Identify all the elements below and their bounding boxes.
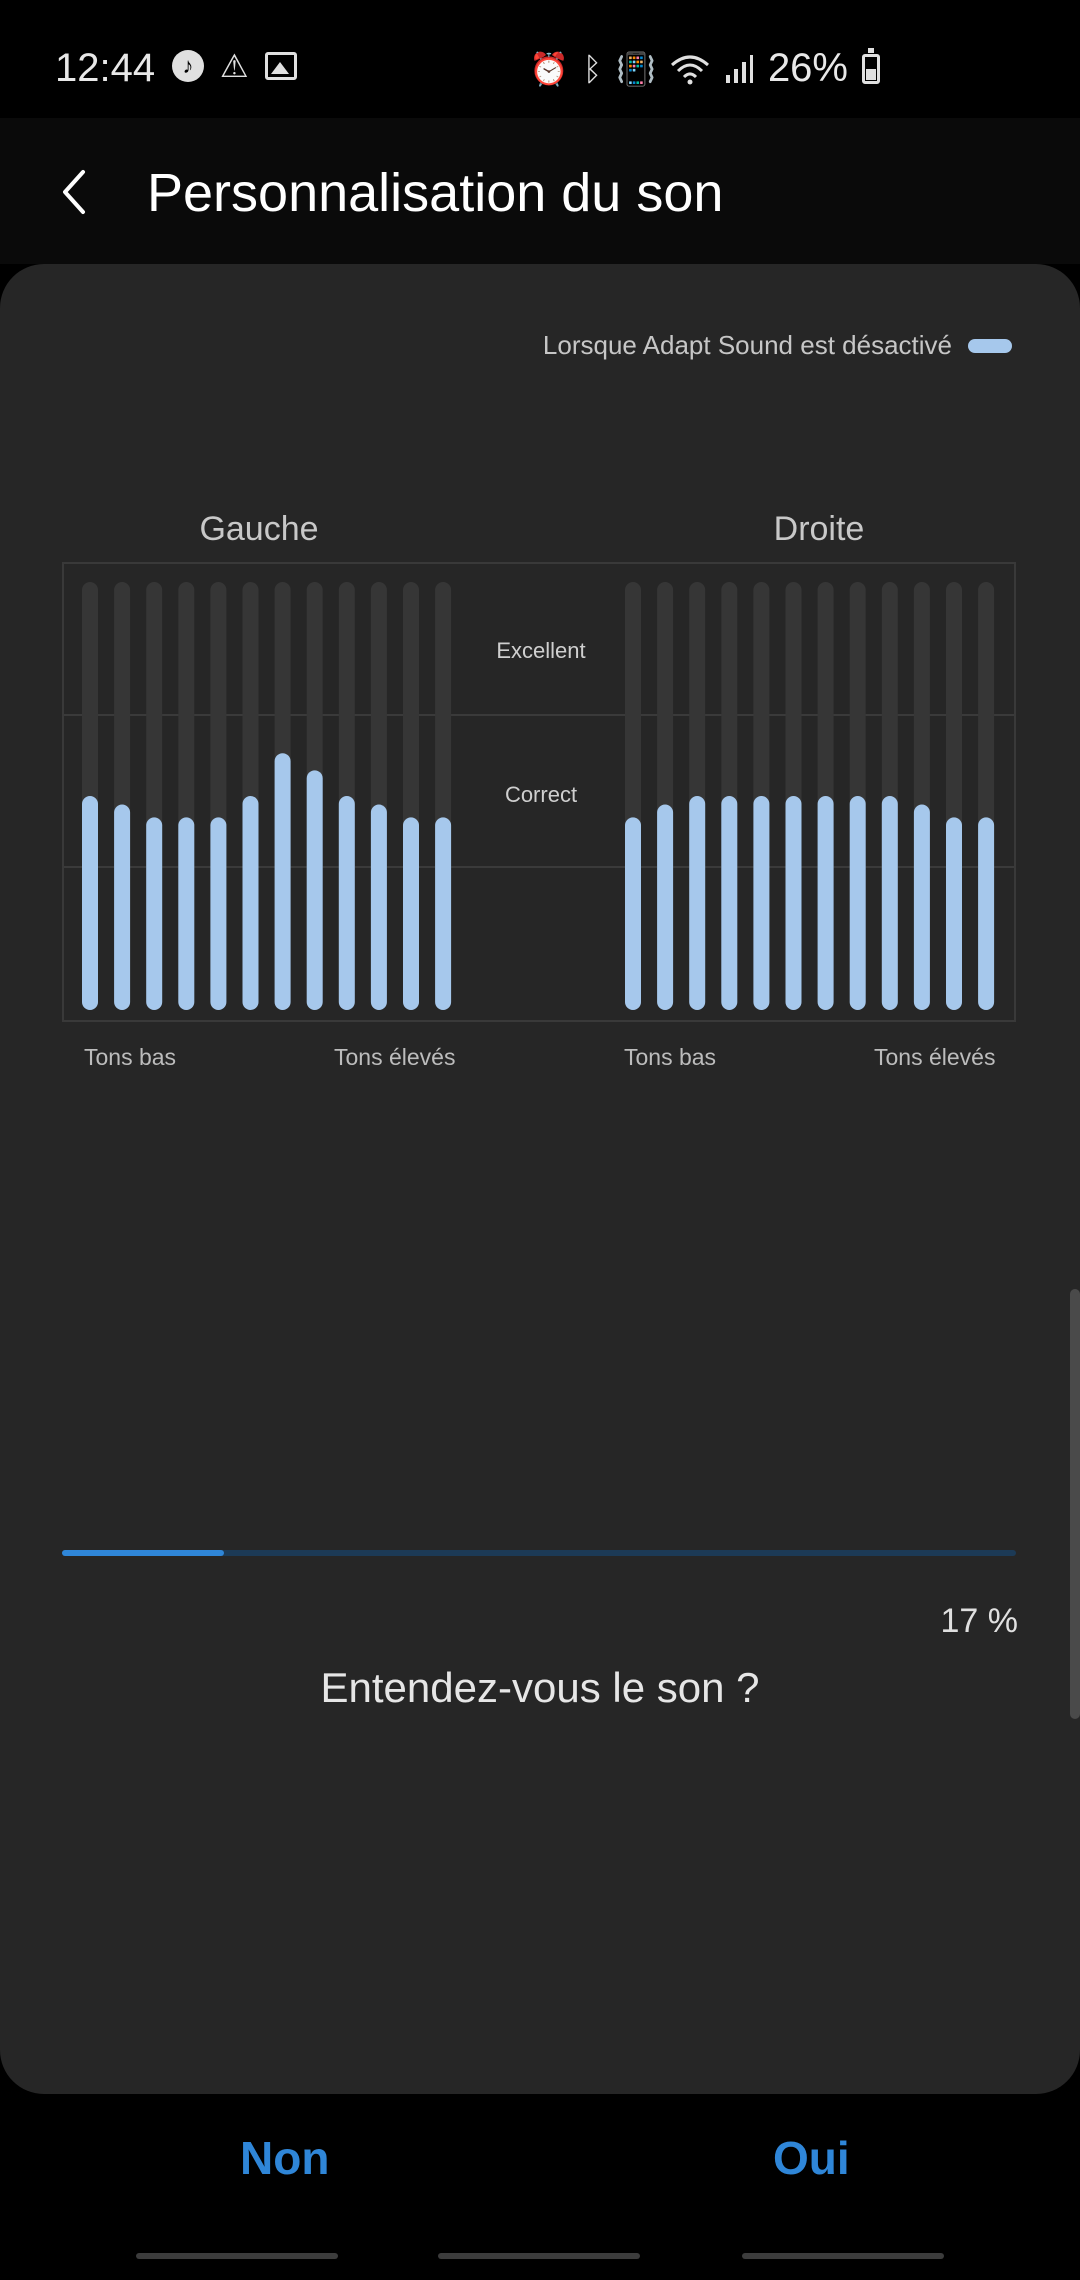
status-time: 12:44 (55, 46, 156, 90)
status-bar: 12:44 ♪ ⚠ ⏰ ᛒ 📳 26% (0, 0, 1080, 118)
legend-label: Lorsque Adapt Sound est désactivé (542, 330, 952, 360)
left-bar-10 (370, 804, 387, 1010)
signal-icon (725, 54, 753, 83)
left-bar-3 (146, 817, 163, 1010)
left-bar-4 (178, 817, 195, 1010)
image-icon (264, 52, 297, 80)
yes-button[interactable]: Oui (767, 2130, 856, 2186)
axis-low-label-left: Tons bas (84, 1044, 177, 1070)
nav-home[interactable] (438, 2253, 640, 2259)
right-bar-12 (978, 817, 995, 1010)
battery-percent: 26% (767, 46, 848, 90)
left-bar-6 (242, 796, 259, 1010)
bluetooth-icon: ᛒ (582, 50, 603, 87)
hearing-chart: Excellent Correct (62, 562, 1016, 1022)
notification-icons: ♪ ⚠ (172, 50, 297, 82)
left-bar-9 (338, 796, 355, 1010)
left-bar-11 (403, 817, 419, 1010)
right-bar-1 (625, 817, 641, 1010)
right-bar-11 (946, 817, 962, 1010)
right-bar-8 (849, 796, 866, 1010)
right-bar-5 (753, 796, 770, 1010)
back-arrow-icon[interactable] (55, 162, 95, 222)
right-bar-2 (657, 804, 674, 1010)
left-bar-8 (306, 770, 323, 1010)
nav-recents[interactable] (136, 2253, 338, 2259)
chart-legend: Lorsque Adapt Sound est désactivé (543, 330, 1012, 361)
legend-swatch (968, 338, 1012, 353)
left-bar-2 (114, 804, 131, 1010)
right-bar-9 (881, 796, 898, 1010)
progress-fill (62, 1550, 225, 1556)
no-button[interactable]: Non (234, 2130, 335, 2186)
app-header: Personnalisation du son (0, 118, 1080, 264)
axis-high-label-right: Tons élevés (874, 1044, 996, 1070)
right-bar-4 (721, 796, 738, 1010)
axis-high-label-left: Tons élevés (334, 1044, 456, 1070)
left-bar-7 (274, 753, 291, 1010)
bars-area (82, 582, 995, 1010)
right-bar-6 (785, 796, 802, 1010)
content-card: Lorsque Adapt Sound est désactivé Gauche… (0, 264, 1080, 2094)
right-bar-7 (817, 796, 834, 1010)
wifi-icon (670, 55, 709, 84)
question-text: Entendez-vous le son ? (320, 1664, 760, 1711)
left-bar-5 (210, 817, 227, 1010)
axis-low-label-right: Tons bas (624, 1044, 717, 1070)
left-bar-1 (82, 796, 98, 1010)
system-icons: ⏰ ᛒ 📳 26% (529, 46, 880, 91)
nav-back[interactable] (742, 2253, 944, 2259)
level-label-correct: Correct (504, 782, 578, 807)
grid-line (64, 866, 1014, 868)
music-note-icon: ♪ (172, 50, 204, 82)
left-bar-12 (435, 817, 452, 1010)
chart-title-left: Gauche (199, 510, 319, 548)
battery-icon (862, 47, 880, 84)
vibrate-icon: 📳 (616, 50, 656, 87)
alarm-icon: ⏰ (529, 50, 569, 87)
page-title: Personnalisation du son (147, 163, 724, 223)
level-label-excellent: Excellent (496, 638, 586, 663)
warning-icon: ⚠ (220, 48, 249, 84)
grid-line (64, 714, 1014, 716)
chart-title-right: Droite (773, 510, 865, 548)
progress-bar (62, 1550, 1016, 1556)
scrollbar[interactable] (1070, 1289, 1080, 1719)
right-bar-3 (689, 796, 706, 1010)
progress-label: 17 % (940, 1602, 1019, 1640)
right-bar-10 (913, 804, 930, 1010)
